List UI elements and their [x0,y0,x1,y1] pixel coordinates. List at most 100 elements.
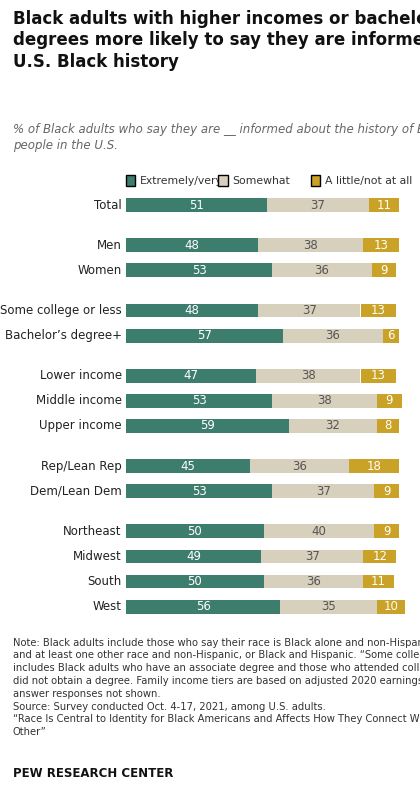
Text: 56: 56 [196,600,211,613]
Text: 45: 45 [181,459,196,473]
Text: Somewhat: Somewhat [233,176,291,185]
Text: 37: 37 [305,550,320,563]
Text: 53: 53 [192,485,207,497]
Text: Northeast: Northeast [63,525,122,538]
Text: PEW RESEARCH CENTER: PEW RESEARCH CENTER [13,767,173,780]
Text: 8: 8 [384,420,392,432]
Text: 13: 13 [374,239,388,252]
Bar [256,369,360,383]
Bar [126,524,264,539]
Bar [126,329,283,342]
Bar [258,238,363,252]
Text: 59: 59 [200,420,215,432]
Text: 13: 13 [371,369,386,383]
Text: 6: 6 [387,329,395,342]
Text: 9: 9 [383,525,391,538]
Bar [126,394,272,408]
Bar [372,264,396,277]
Text: 11: 11 [371,575,386,588]
Text: 9: 9 [383,485,391,497]
Bar [126,419,289,433]
Text: Men: Men [97,239,122,252]
Bar [126,459,250,473]
Text: 50: 50 [188,525,202,538]
Bar [250,459,349,473]
Text: 38: 38 [317,394,332,407]
Bar [374,524,399,539]
Text: Dem/Lean Dem: Dem/Lean Dem [30,485,122,497]
Bar [369,198,399,212]
Text: Total: Total [94,199,122,211]
Bar [377,394,402,408]
Bar [374,485,399,498]
Bar [126,198,267,212]
Bar [126,600,281,614]
Text: 48: 48 [185,304,200,317]
Text: 18: 18 [367,459,382,473]
Bar [261,550,363,563]
Text: 11: 11 [376,199,391,211]
Text: Upper income: Upper income [39,420,122,432]
Text: 40: 40 [312,525,327,538]
Bar [360,303,396,318]
Text: 49: 49 [186,550,201,563]
Bar [272,394,377,408]
Text: 32: 32 [326,420,340,432]
Text: 37: 37 [302,304,317,317]
Bar [377,600,404,614]
Text: Bachelor’s degree+: Bachelor’s degree+ [5,329,122,342]
Text: 12: 12 [372,550,387,563]
Bar [126,550,261,563]
Text: 37: 37 [316,485,331,497]
Text: 36: 36 [306,575,321,588]
Text: 48: 48 [185,239,200,252]
Text: Women: Women [78,264,122,277]
Text: % of Black adults who say they are __ informed about the history of Black
people: % of Black adults who say they are __ in… [13,123,420,152]
Bar [264,575,363,588]
Bar [360,369,396,383]
Text: 10: 10 [383,600,398,613]
Bar [264,524,374,539]
Text: Extremely/very: Extremely/very [140,176,223,185]
Text: Lower income: Lower income [40,369,122,383]
Text: 38: 38 [304,239,318,252]
Text: 36: 36 [292,459,307,473]
Text: 35: 35 [321,600,336,613]
Text: 36: 36 [326,329,340,342]
Text: Rep/Lean Rep: Rep/Lean Rep [41,459,122,473]
Text: Some college or less: Some college or less [0,304,122,317]
Bar [281,600,377,614]
Bar [289,419,377,433]
Bar [363,575,394,588]
Text: 38: 38 [301,369,315,383]
Bar [363,238,399,252]
Text: 53: 53 [192,394,207,407]
Bar [272,485,374,498]
Text: 53: 53 [192,264,207,277]
Bar [383,329,399,342]
Bar [363,550,396,563]
Bar [126,238,258,252]
Text: 13: 13 [371,304,386,317]
Bar [126,485,272,498]
Text: 37: 37 [310,199,325,211]
Text: Midwest: Midwest [73,550,122,563]
Text: 47: 47 [184,369,198,383]
Text: Middle income: Middle income [36,394,122,407]
Bar [267,198,369,212]
Bar [258,303,360,318]
Text: Black adults with higher incomes or bachelor’s
degrees more likely to say they a: Black adults with higher incomes or bach… [13,10,420,70]
Text: 9: 9 [386,394,393,407]
Text: West: West [93,600,122,613]
Bar [126,575,264,588]
Bar [349,459,399,473]
Bar [272,264,372,277]
Text: 57: 57 [197,329,212,342]
Bar [377,419,399,433]
Text: 50: 50 [188,575,202,588]
Text: 36: 36 [315,264,329,277]
Text: A little/not at all: A little/not at all [325,176,412,185]
Bar [126,369,256,383]
Text: Note: Black adults include those who say their race is Black alone and non-Hispa: Note: Black adults include those who say… [13,638,420,737]
Text: 51: 51 [189,199,204,211]
